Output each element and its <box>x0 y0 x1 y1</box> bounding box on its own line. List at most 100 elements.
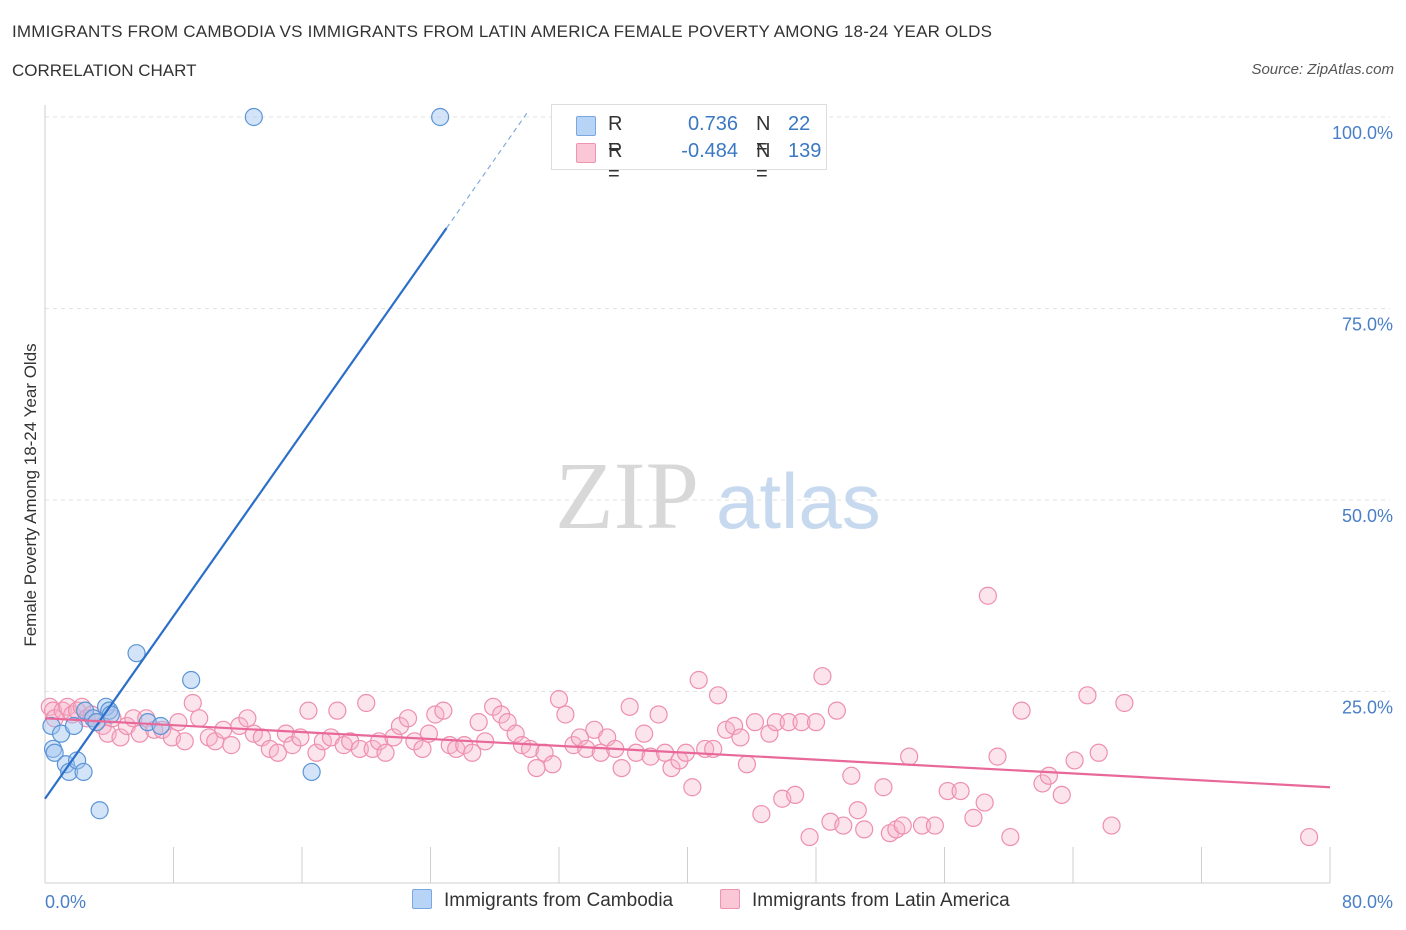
data-point-latin-america <box>1089 743 1108 762</box>
legend-r-value: 0.736 <box>687 113 738 135</box>
data-point-latin-america <box>745 713 765 732</box>
data-point-cambodia <box>64 716 84 736</box>
data-point-latin-america <box>708 686 728 705</box>
data-point-latin-america <box>975 793 994 812</box>
legend-n-label: N = <box>756 113 771 158</box>
legend-r-label: R = <box>608 113 623 158</box>
data-point-cambodia <box>74 762 93 782</box>
data-point-latin-america <box>855 820 874 839</box>
data-point-latin-america <box>779 713 798 732</box>
data-point-latin-america <box>1039 766 1059 785</box>
data-point-latin-america <box>1052 785 1071 805</box>
watermark: ZIP atlas <box>555 442 881 549</box>
data-point-cambodia <box>244 107 263 127</box>
data-point-latin-america <box>766 713 785 732</box>
data-point-latin-america <box>842 766 861 785</box>
data-point-cambodia <box>90 801 109 820</box>
data-point-latin-america <box>620 697 639 716</box>
data-point-latin-america <box>612 758 631 778</box>
gridlines <box>45 116 1390 692</box>
data-point-latin-america <box>222 736 241 755</box>
data-point-latin-america <box>731 728 750 747</box>
series-legend: Immigrants from Cambodia Immigrants from… <box>0 889 1406 915</box>
legend-n-value: 22 <box>788 113 811 135</box>
legend-label-cambodia: Immigrants from Cambodia <box>444 890 674 911</box>
data-point-latin-america <box>1001 827 1020 847</box>
watermark-atlas: atlas <box>716 457 881 545</box>
legend-n-label: N = <box>756 140 771 185</box>
data-point-latin-america <box>268 743 288 762</box>
data-point-latin-america <box>737 755 757 774</box>
data-point-latin-america <box>299 701 318 720</box>
tick-labels: 25.0% 50.0% 75.0% 100.0% 0.0% 80.0% <box>45 123 1393 912</box>
data-point-latin-america <box>626 743 646 762</box>
data-point-latin-america <box>398 709 418 728</box>
data-point-latin-america <box>792 713 811 732</box>
legend-item-cambodia[interactable]: Immigrants from Cambodia <box>412 889 673 912</box>
data-point-latin-america <box>641 747 660 766</box>
data-point-latin-america <box>413 739 432 759</box>
data-point-latin-america <box>350 739 369 759</box>
data-point-latin-america <box>463 743 482 762</box>
data-point-latin-america <box>938 781 957 801</box>
watermark-zip: ZIP <box>555 442 699 549</box>
data-point-latin-america <box>111 728 130 747</box>
data-point-latin-america <box>376 743 395 762</box>
legend-swatch-cambodia <box>412 889 432 909</box>
data-point-latin-america <box>469 713 488 732</box>
x-tick-label: 0.0% <box>45 892 86 912</box>
data-point-latin-america <box>1078 686 1097 705</box>
chart-title: IMMIGRANTS FROM CAMBODIA VS IMMIGRANTS F… <box>12 22 993 41</box>
data-point-latin-america <box>683 778 702 797</box>
data-point-latin-america <box>556 705 575 724</box>
data-point-latin-america <box>806 713 826 732</box>
trend-line-cambodia <box>44 227 448 800</box>
data-point-latin-america <box>543 755 562 774</box>
data-point-latin-america <box>689 670 708 690</box>
data-point-latin-america <box>1012 701 1031 720</box>
legend-item-latin-america[interactable]: Immigrants from Latin America <box>720 889 1010 912</box>
data-point-latin-america <box>925 816 944 835</box>
data-point-latin-america <box>752 804 771 824</box>
data-point-latin-america <box>1065 751 1084 770</box>
data-point-latin-america <box>341 732 360 751</box>
data-point-latin-america <box>276 724 296 743</box>
data-point-latin-america <box>214 720 233 739</box>
data-point-latin-america <box>760 724 779 743</box>
data-point-latin-america <box>649 705 668 724</box>
y-tick-label: 25.0% <box>1342 698 1393 718</box>
legend-r-value: -0.484 <box>681 140 738 162</box>
y-tick-label: 100.0% <box>1332 123 1393 143</box>
data-point-latin-america <box>800 827 819 847</box>
x-tick-label: 80.0% <box>1342 892 1393 912</box>
data-point-latin-america <box>357 693 376 713</box>
data-point-latin-america <box>834 816 853 835</box>
data-point-latin-america <box>951 781 970 801</box>
legend-swatch-cambodia <box>576 116 596 136</box>
data-point-latin-america <box>1115 693 1134 713</box>
data-point-latin-america <box>506 724 525 743</box>
trend-lines <box>44 112 1331 800</box>
y-tick-label: 50.0% <box>1342 506 1393 526</box>
data-point-latin-america <box>190 709 209 728</box>
legend-n-value: 139 <box>788 140 822 162</box>
data-point-latin-america <box>813 667 832 686</box>
data-point-latin-america <box>434 701 453 720</box>
data-point-cambodia <box>431 107 450 127</box>
data-point-latin-america <box>786 785 805 805</box>
legend-swatch-latin-america <box>576 143 596 163</box>
data-point-latin-america <box>635 724 654 743</box>
data-point-latin-america <box>848 801 867 820</box>
y-tick-label: 75.0% <box>1342 315 1393 335</box>
data-point-cambodia <box>45 743 64 762</box>
data-point-latin-america <box>724 716 744 736</box>
legend-swatch-latin-america <box>720 889 740 909</box>
data-point-latin-america <box>183 693 202 713</box>
data-point-cambodia <box>42 716 61 736</box>
data-point-latin-america <box>964 808 983 827</box>
data-point-latin-america <box>307 743 326 762</box>
data-point-latin-america <box>577 739 596 759</box>
data-point-cambodia <box>127 644 146 663</box>
data-point-latin-america <box>912 816 932 835</box>
